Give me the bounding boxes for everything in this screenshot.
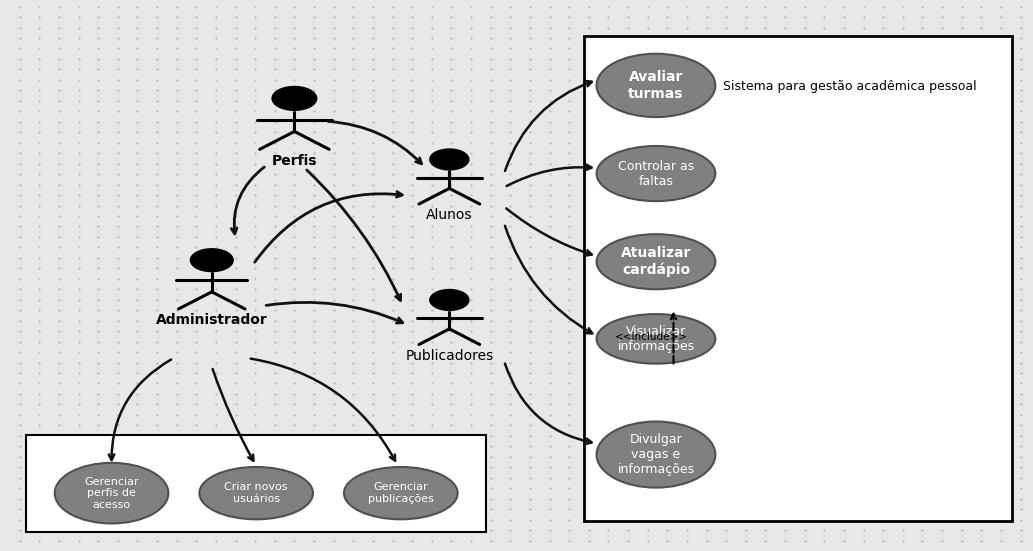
Text: Visualizar
informações: Visualizar informações xyxy=(618,325,694,353)
Text: Atualizar
cardápio: Atualizar cardápio xyxy=(621,246,691,277)
Ellipse shape xyxy=(55,463,168,523)
Ellipse shape xyxy=(597,422,716,488)
Text: Alunos: Alunos xyxy=(426,208,473,222)
Ellipse shape xyxy=(597,54,716,117)
Ellipse shape xyxy=(344,467,458,519)
Text: Publicadores: Publicadores xyxy=(405,349,494,363)
FancyBboxPatch shape xyxy=(584,36,1012,521)
Circle shape xyxy=(430,149,469,170)
Text: Administrador: Administrador xyxy=(156,314,268,327)
Ellipse shape xyxy=(597,234,716,289)
FancyBboxPatch shape xyxy=(26,435,486,532)
Text: Perfis: Perfis xyxy=(272,154,317,168)
Ellipse shape xyxy=(199,467,313,519)
Ellipse shape xyxy=(597,146,716,201)
Circle shape xyxy=(272,87,317,110)
Text: Controlar as
faltas: Controlar as faltas xyxy=(618,160,694,187)
Text: Avaliar
turmas: Avaliar turmas xyxy=(628,71,684,100)
Text: Gerenciar
publicações: Gerenciar publicações xyxy=(368,482,434,504)
Text: Criar novos
usuários: Criar novos usuários xyxy=(224,482,288,504)
Circle shape xyxy=(190,249,233,272)
Text: <<include>>: <<include>> xyxy=(615,332,688,343)
Text: Sistema para gestão acadêmica pessoal: Sistema para gestão acadêmica pessoal xyxy=(722,80,976,93)
Ellipse shape xyxy=(597,314,716,364)
Circle shape xyxy=(430,290,469,310)
Text: Divulgar
vagas e
informações: Divulgar vagas e informações xyxy=(618,433,694,476)
Text: Gerenciar
perfis de
acesso: Gerenciar perfis de acesso xyxy=(85,477,138,510)
